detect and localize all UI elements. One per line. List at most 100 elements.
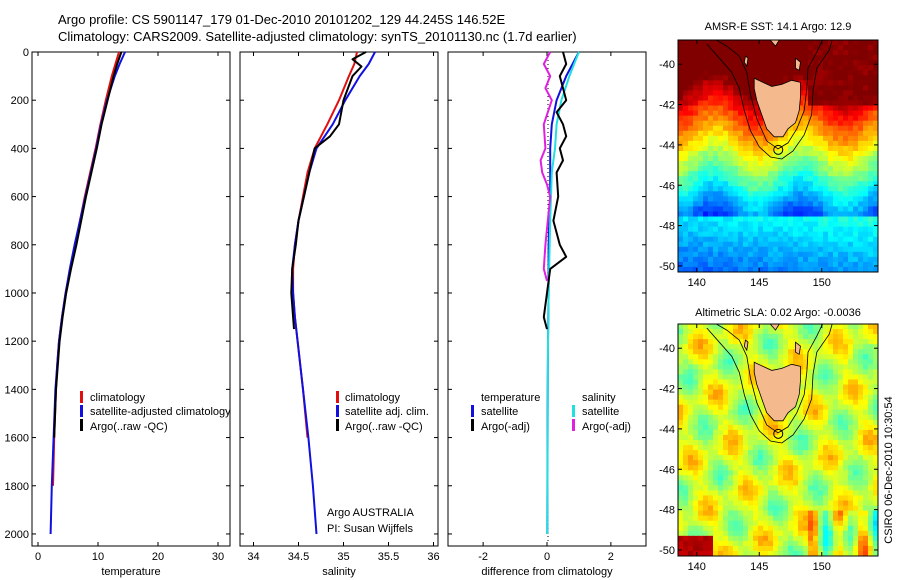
map-cell bbox=[863, 196, 869, 202]
map-cell bbox=[698, 201, 704, 208]
map-cell bbox=[838, 216, 844, 223]
map-cell bbox=[708, 75, 714, 81]
map-cell bbox=[768, 344, 774, 350]
map-cell bbox=[763, 434, 769, 441]
map-cell bbox=[748, 226, 754, 233]
map-cell bbox=[678, 85, 684, 92]
map-cell bbox=[773, 241, 779, 248]
map-cell bbox=[688, 80, 694, 86]
map-cell bbox=[803, 256, 809, 263]
map-cell bbox=[768, 266, 774, 272]
map-cell bbox=[853, 329, 859, 335]
map-cell bbox=[838, 171, 844, 177]
map-cell bbox=[793, 181, 799, 187]
map-cell bbox=[833, 206, 839, 213]
map-cell bbox=[748, 171, 754, 177]
map-cell bbox=[723, 384, 729, 391]
map-cell bbox=[828, 374, 834, 381]
map-cell bbox=[843, 349, 849, 355]
map-cell bbox=[873, 181, 878, 187]
map-cell bbox=[678, 256, 684, 263]
map-cell bbox=[778, 540, 784, 547]
map-cell bbox=[768, 191, 774, 197]
map-cell bbox=[843, 490, 849, 497]
map-cell bbox=[828, 540, 834, 547]
map-cell bbox=[683, 404, 689, 411]
map-cell bbox=[823, 550, 829, 556]
map-cell bbox=[753, 181, 759, 187]
map-cell bbox=[693, 241, 699, 248]
map-cell bbox=[798, 191, 804, 197]
map-cell bbox=[833, 150, 839, 157]
map-cell bbox=[718, 455, 724, 461]
map-cell bbox=[708, 369, 714, 376]
map-cell bbox=[853, 399, 859, 406]
map-cell bbox=[753, 424, 759, 431]
map-cell bbox=[763, 424, 769, 431]
map-cell bbox=[748, 429, 754, 436]
map-cell bbox=[778, 445, 784, 451]
map-cell bbox=[798, 65, 804, 71]
map-cell bbox=[768, 80, 774, 86]
map-cell bbox=[728, 80, 734, 86]
map-cell bbox=[718, 520, 724, 527]
map-cell bbox=[803, 55, 809, 61]
map-cell bbox=[838, 145, 844, 152]
map-cell bbox=[803, 389, 809, 396]
map-cell bbox=[748, 334, 754, 340]
map-cell bbox=[763, 520, 769, 527]
map-cell bbox=[748, 156, 754, 162]
map-cell bbox=[838, 505, 844, 512]
map-cell bbox=[798, 495, 804, 502]
map-cell bbox=[778, 505, 784, 512]
map-cell bbox=[848, 460, 854, 466]
depth-tick-label: 0 bbox=[23, 47, 29, 59]
map-cell bbox=[703, 256, 709, 263]
map-cell bbox=[683, 156, 689, 162]
map-cell bbox=[863, 261, 869, 268]
map-cell bbox=[833, 505, 839, 512]
map-cell bbox=[813, 485, 819, 492]
map-cell bbox=[793, 434, 799, 441]
map-cell bbox=[708, 505, 714, 512]
map-cell bbox=[813, 535, 819, 542]
map-cell bbox=[718, 359, 724, 365]
map-cell bbox=[843, 55, 849, 61]
map-cell bbox=[708, 339, 714, 345]
map-cell bbox=[783, 424, 789, 431]
map-cell bbox=[838, 100, 844, 107]
map-cell bbox=[808, 55, 814, 61]
map-cell bbox=[763, 485, 769, 492]
legend-swatch-argo bbox=[336, 419, 339, 431]
map-cell bbox=[728, 191, 734, 197]
map-cell bbox=[738, 191, 744, 197]
map-cell bbox=[728, 150, 734, 157]
map-cell bbox=[713, 394, 719, 401]
map-cell bbox=[823, 369, 829, 376]
map-cell bbox=[678, 465, 684, 471]
map-cell bbox=[873, 45, 878, 51]
map-cell bbox=[733, 156, 739, 162]
map-cell bbox=[703, 75, 709, 81]
map-cell bbox=[828, 535, 834, 542]
map-cell bbox=[823, 324, 829, 330]
map-cell bbox=[688, 206, 694, 213]
map-cell bbox=[868, 191, 874, 197]
map-cell bbox=[773, 251, 779, 258]
map-cell bbox=[858, 40, 864, 46]
map-cell bbox=[688, 251, 694, 258]
map-cell bbox=[728, 530, 734, 537]
map-cell bbox=[823, 50, 829, 56]
map-cell bbox=[808, 95, 814, 102]
map-cell bbox=[873, 525, 878, 532]
map-cell bbox=[813, 196, 819, 202]
map-cell bbox=[803, 251, 809, 258]
map-cell bbox=[843, 334, 849, 340]
map-cell bbox=[688, 166, 694, 172]
map-cell bbox=[763, 460, 769, 466]
map-cell bbox=[723, 70, 729, 76]
map-cell bbox=[718, 394, 724, 401]
map-cell bbox=[853, 161, 859, 167]
island-coast bbox=[795, 341, 801, 355]
map-cell bbox=[783, 455, 789, 461]
